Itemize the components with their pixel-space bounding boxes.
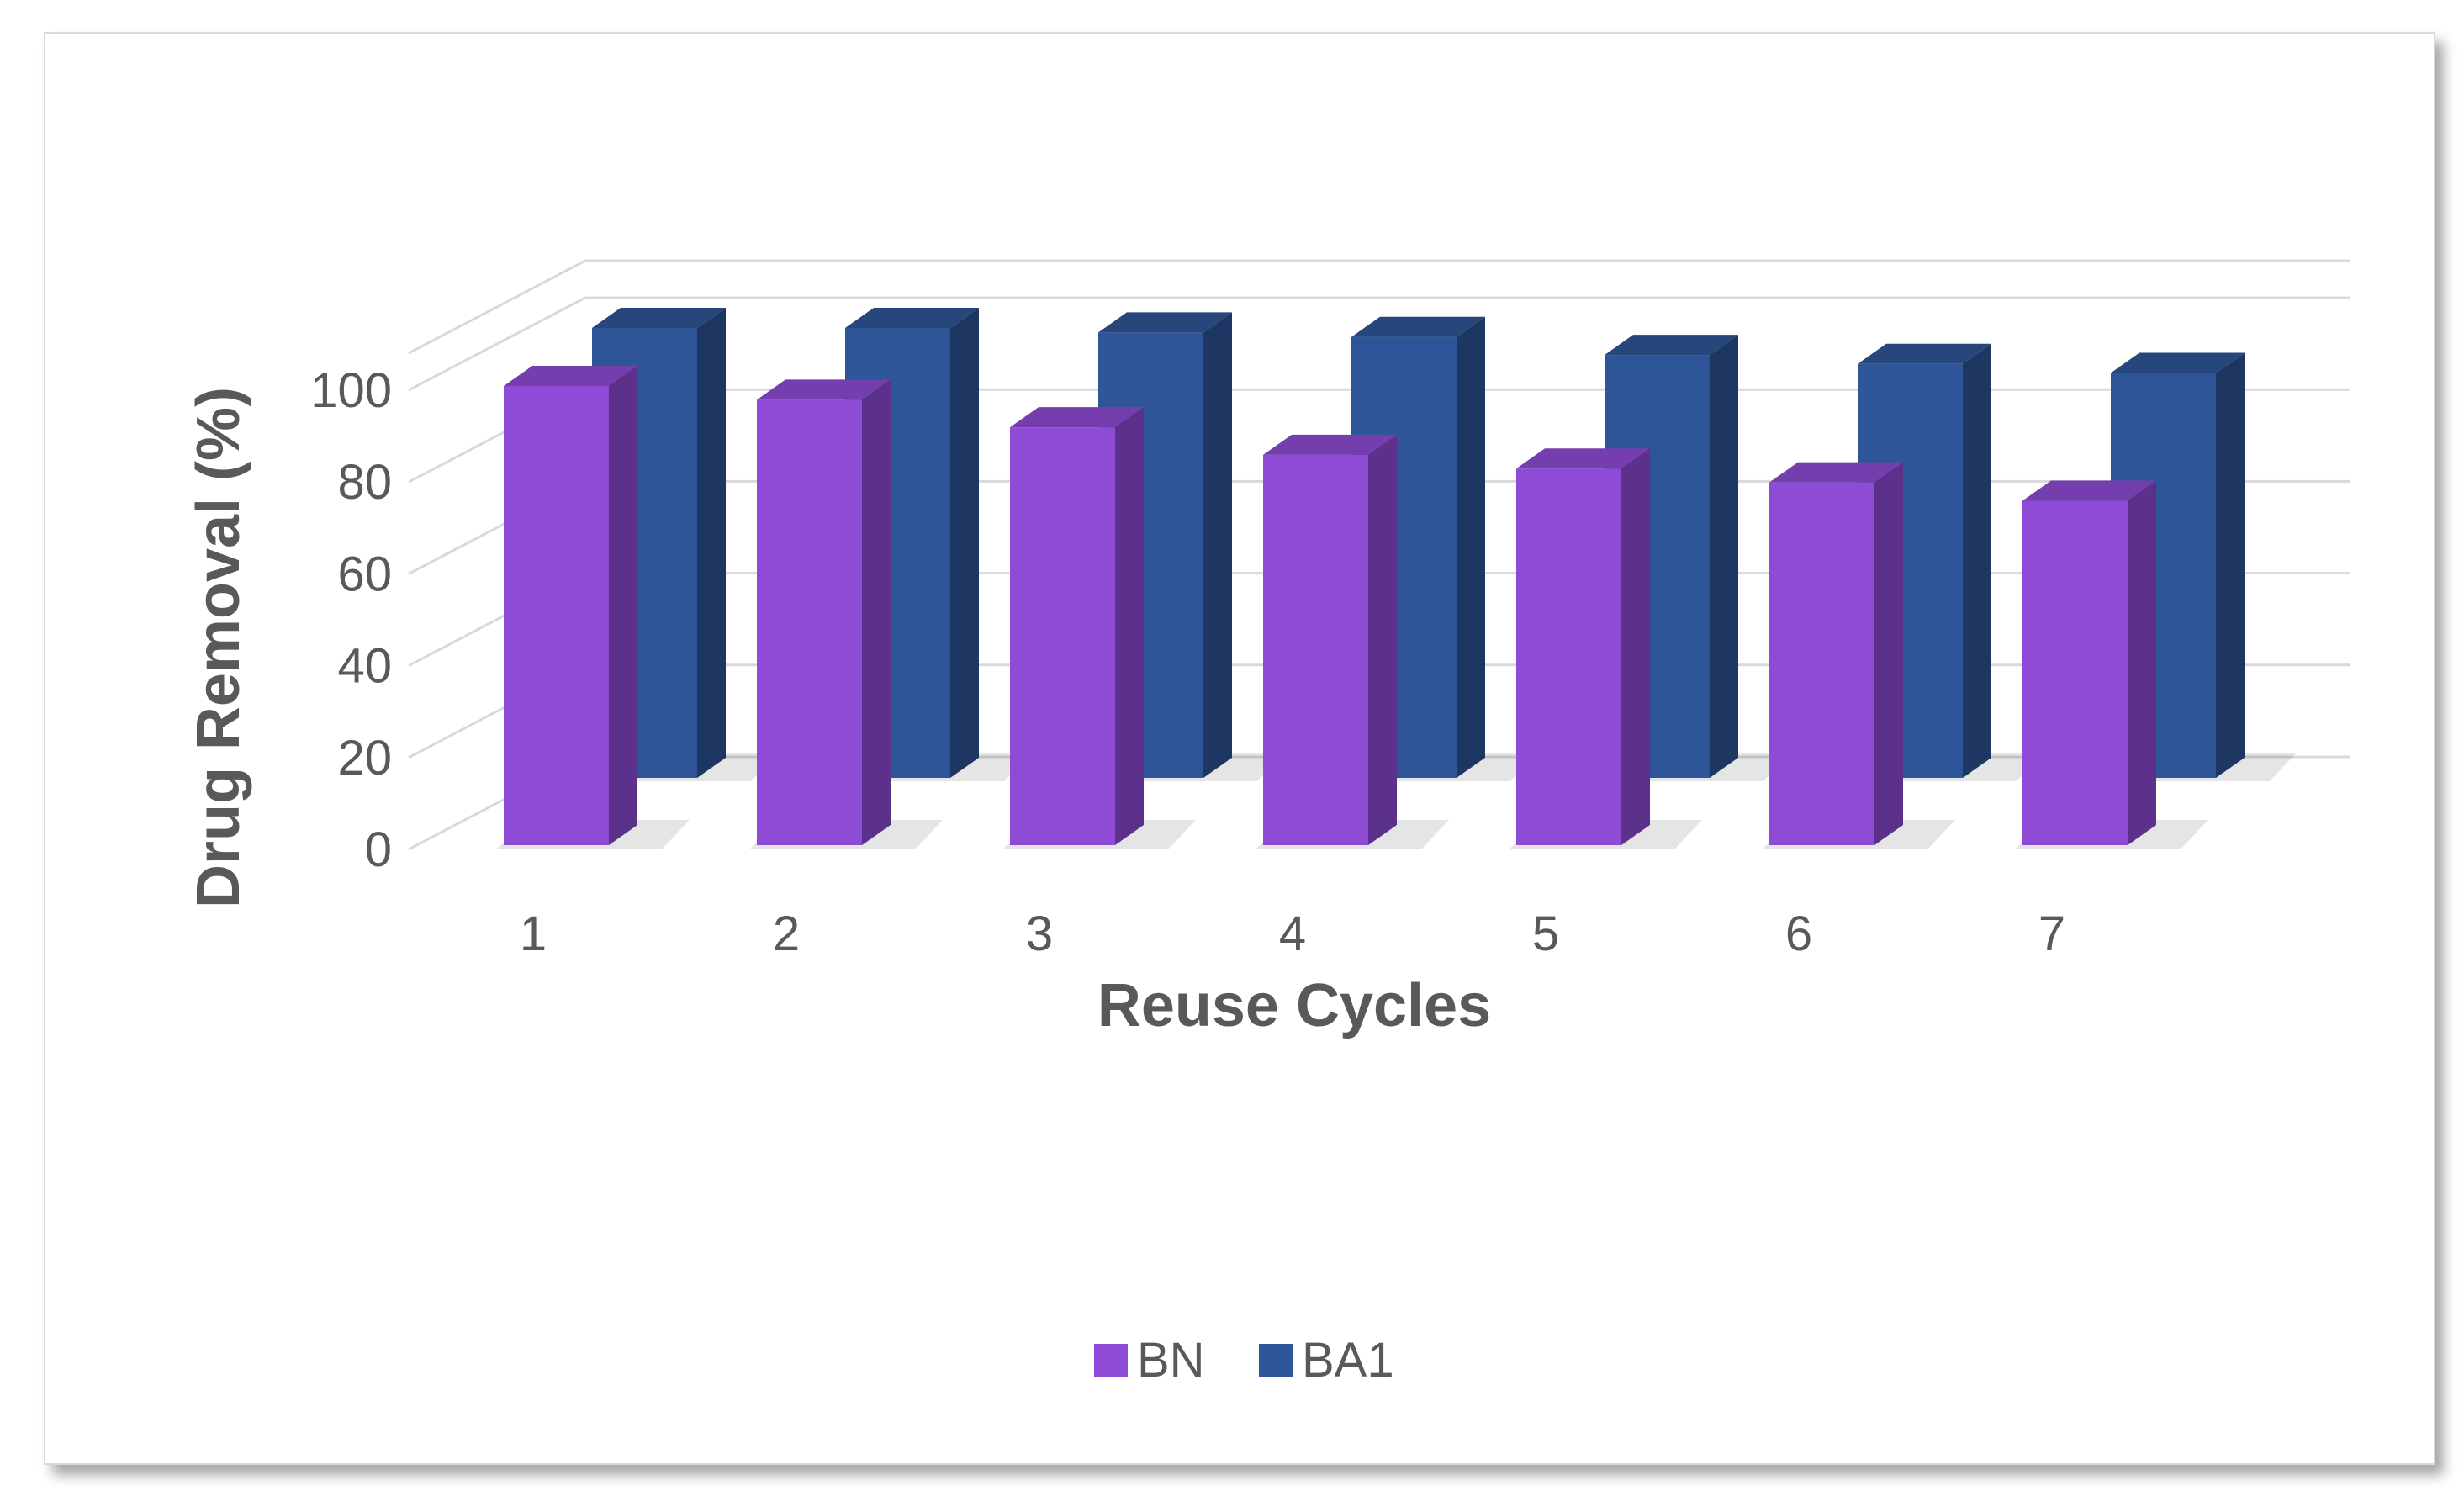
bar-bn-4: [1256, 434, 1449, 849]
y-tick-label-100: 100: [310, 363, 392, 418]
x-tick-label-4: 4: [1279, 907, 1306, 961]
bar-top-face: [1263, 434, 1397, 455]
bar-top-face: [504, 366, 637, 386]
bar-side-face: [1368, 434, 1397, 845]
bar-top-face: [592, 308, 726, 328]
bar-front-face: [1516, 468, 1621, 845]
bar-side-face: [1963, 343, 1991, 778]
chart-frame: 0 20 40 60 80 100 1 2 3 4 5 6 7 Drug Removal (%) Re…: [44, 32, 2435, 1465]
bar-bn-7: [2016, 480, 2208, 849]
y-tick-label-40: 40: [337, 639, 392, 694]
bar-side-face: [609, 366, 637, 845]
bar-top-face: [1605, 335, 1738, 356]
gridline-diag-5: [408, 296, 586, 392]
legend-swatch-ba1: [1259, 1344, 1293, 1377]
bar-top-face: [845, 308, 979, 328]
bar-top-face: [2022, 480, 2156, 501]
legend-label-bn: BN: [1137, 1333, 1205, 1388]
x-tick-label-1: 1: [520, 907, 547, 961]
bar-front-face: [504, 386, 609, 845]
bar-bn-3: [1003, 407, 1196, 849]
bar-bn-6: [1763, 462, 1955, 849]
bar-side-face: [950, 308, 979, 778]
bar-side-face: [1115, 407, 1144, 845]
x-axis-title: Reuse Cycles: [1097, 972, 1491, 1039]
bar-top-face: [1010, 407, 1144, 428]
x-tick-label-6: 6: [1785, 907, 1812, 961]
bar-side-face: [2128, 480, 2156, 845]
x-tick-labels: 1 2 3 4 5 6 7: [520, 907, 2065, 961]
bar-side-face: [697, 308, 726, 778]
bar-front-face: [1263, 454, 1368, 845]
bar-bn-2: [750, 379, 943, 849]
bar-front-face: [1769, 482, 1874, 845]
gridline-top-diag: [408, 259, 586, 355]
chart-svg: 0 20 40 60 80 100 1 2 3 4 5 6 7 Drug Removal (%) Re…: [185, 259, 2350, 1388]
bar-front-face: [1010, 427, 1115, 845]
bar-top-face: [757, 379, 891, 400]
series-bn-bars: [497, 366, 2208, 849]
bar-top-face: [1769, 462, 1903, 483]
bar-bn-1: [497, 366, 690, 849]
legend-swatch-bn: [1094, 1344, 1128, 1377]
bar-side-face: [1203, 312, 1232, 779]
x-tick-label-2: 2: [773, 907, 800, 961]
bar-top-face: [1098, 312, 1232, 333]
bar-top-face: [1858, 343, 1991, 364]
x-tick-label-5: 5: [1532, 907, 1559, 961]
legend: BN BA1: [1094, 1333, 1394, 1388]
y-tick-label-0: 0: [365, 822, 392, 877]
y-tick-label-80: 80: [337, 455, 392, 510]
bar-side-face: [1457, 316, 1485, 778]
bar-front-face: [757, 399, 862, 845]
y-tick-labels: 0 20 40 60 80 100: [310, 363, 392, 877]
bar-side-face: [1710, 335, 1738, 779]
legend-label-ba1: BA1: [1302, 1333, 1394, 1388]
x-tick-label-7: 7: [2038, 907, 2065, 961]
bar-top-face: [1516, 448, 1650, 469]
bar-top-face: [1351, 316, 1485, 337]
y-tick-label-60: 60: [337, 547, 392, 601]
x-tick-label-3: 3: [1026, 907, 1053, 961]
bar-side-face: [1621, 448, 1650, 845]
bar-side-face: [2216, 352, 2245, 778]
y-axis-title: Drug Removal (%): [185, 387, 252, 908]
bar-top-face: [2111, 352, 2245, 373]
bar-side-face: [1874, 462, 1903, 845]
y-tick-label-20: 20: [337, 731, 392, 785]
bar-side-face: [862, 379, 891, 845]
bar-bn-5: [1510, 448, 1702, 849]
bar-front-face: [2022, 500, 2128, 845]
